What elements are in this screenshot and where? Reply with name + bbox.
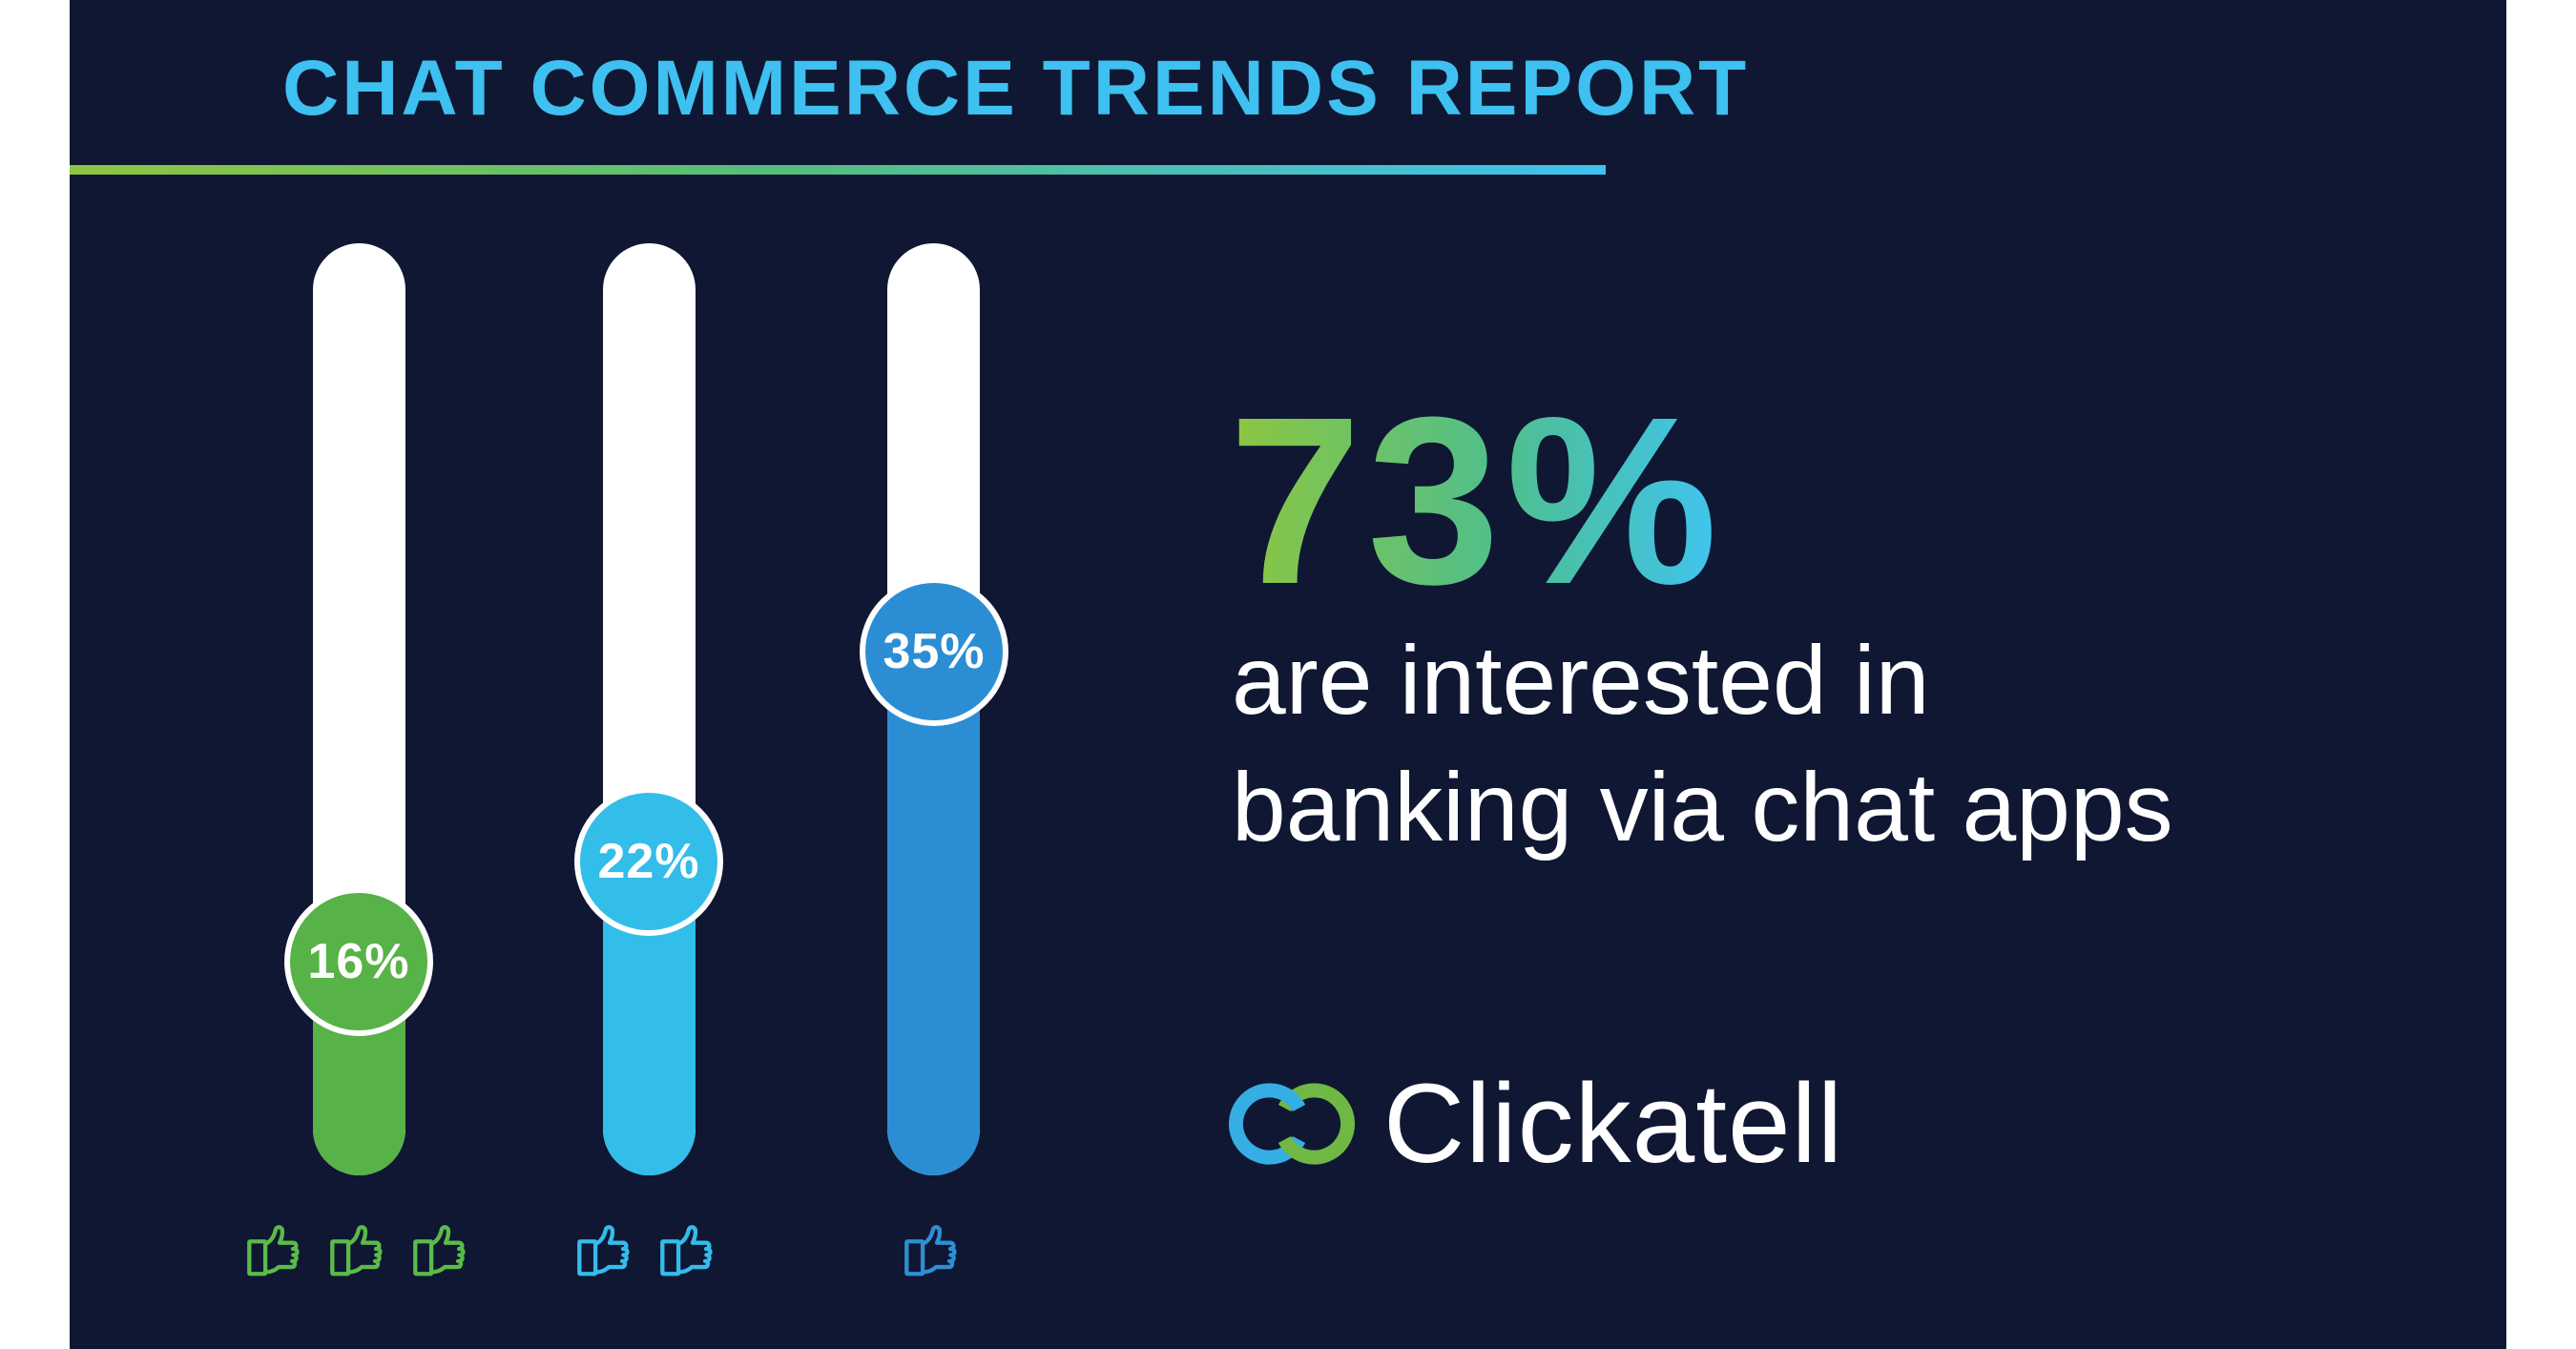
thumbs-group-1 [246, 1218, 475, 1281]
thumbs-up-icon [576, 1218, 639, 1281]
thumbs-up-icon [412, 1218, 475, 1281]
clickatell-wordmark: Clickatell [1383, 1061, 1844, 1187]
clickatell-logo: Clickatell [1229, 1061, 1844, 1187]
slider-knob-22-percent: 22% [574, 787, 723, 936]
thumbs-up-icon [246, 1218, 309, 1281]
background-panel: CHAT COMMERCE TRENDS REPORT 16% 22% 35% [70, 0, 2506, 1349]
value-label-16-percent: 16% [307, 934, 410, 989]
slider-fill-3 [887, 652, 980, 1175]
value-label-22-percent: 22% [597, 834, 700, 889]
thumbs-up-icon [659, 1218, 722, 1281]
value-label-35-percent: 35% [883, 624, 986, 679]
slider-track-2 [603, 243, 696, 1175]
clickatell-rings-icon [1229, 1083, 1355, 1165]
slider-track-3 [887, 243, 980, 1175]
thumbs-up-icon [329, 1218, 392, 1281]
headline-caption-line2: banking via chat apps [1232, 753, 2173, 861]
headline-caption-line1: are interested in [1232, 626, 1930, 735]
slider-knob-35-percent: 35% [860, 577, 1008, 726]
title-underline-gradient [70, 165, 1606, 175]
thumbs-group-2 [576, 1218, 722, 1281]
thumbs-up-icon [904, 1218, 966, 1281]
slider-knob-16-percent: 16% [284, 887, 433, 1036]
headline-percentage: 73% [1229, 367, 1724, 633]
report-title: CHAT COMMERCE TRENDS REPORT [282, 45, 1750, 132]
thumbs-group-3 [904, 1218, 966, 1281]
